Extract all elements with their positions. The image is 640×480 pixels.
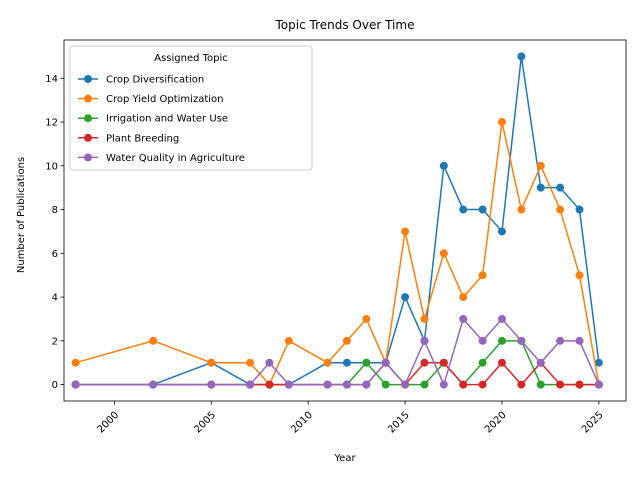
legend-title: Assigned Topic <box>154 53 228 64</box>
data-point-crop-yield-optimization <box>284 336 293 345</box>
y-tick-label: 0 <box>52 380 58 391</box>
data-point-plant-breeding <box>265 380 274 389</box>
data-point-water-quality-in-agriculture <box>246 380 255 389</box>
data-point-crop-yield-optimization <box>478 271 487 280</box>
data-point-crop-diversification <box>594 358 603 367</box>
y-tick-label: 6 <box>52 249 58 260</box>
data-point-water-quality-in-agriculture <box>478 336 487 345</box>
legend-label-irrigation-and-water-use: Irrigation and Water Use <box>106 114 228 125</box>
data-point-crop-yield-optimization <box>362 314 371 323</box>
data-point-irrigation-and-water-use <box>362 358 371 367</box>
legend-label-plant-breeding: Plant Breeding <box>106 133 179 144</box>
x-axis-title: Year <box>333 453 356 464</box>
data-point-crop-yield-optimization <box>207 358 216 367</box>
data-point-crop-yield-optimization <box>342 336 351 345</box>
data-point-crop-diversification <box>439 161 448 170</box>
data-point-crop-yield-optimization <box>401 227 410 236</box>
data-point-crop-yield-optimization <box>556 205 565 214</box>
data-point-irrigation-and-water-use <box>497 336 506 345</box>
data-point-water-quality-in-agriculture <box>420 336 429 345</box>
legend-label-crop-yield-optimization: Crop Yield Optimization <box>106 94 223 105</box>
data-point-irrigation-and-water-use <box>420 380 429 389</box>
y-axis-title: Number of Publications <box>16 157 27 273</box>
data-point-plant-breeding <box>497 358 506 367</box>
data-point-plant-breeding <box>459 380 468 389</box>
data-point-crop-diversification <box>478 205 487 214</box>
data-point-water-quality-in-agriculture <box>207 380 216 389</box>
data-point-crop-yield-optimization <box>439 249 448 258</box>
legend-label-water-quality-in-agriculture: Water Quality in Agriculture <box>106 153 245 164</box>
data-point-crop-diversification <box>459 205 468 214</box>
data-point-irrigation-and-water-use <box>536 380 545 389</box>
data-point-crop-yield-optimization <box>459 293 468 302</box>
data-point-water-quality-in-agriculture <box>265 358 274 367</box>
legend-label-crop-diversification: Crop Diversification <box>106 75 204 86</box>
data-point-water-quality-in-agriculture <box>556 336 565 345</box>
legend-box <box>69 45 313 171</box>
data-point-crop-yield-optimization <box>497 118 506 127</box>
data-point-crop-yield-optimization <box>517 205 526 214</box>
y-tick-label: 10 <box>45 161 58 172</box>
data-point-water-quality-in-agriculture <box>536 358 545 367</box>
data-point-plant-breeding <box>575 380 584 389</box>
data-point-crop-yield-optimization <box>420 314 429 323</box>
data-point-crop-diversification <box>575 205 584 214</box>
data-point-plant-breeding <box>420 358 429 367</box>
data-point-water-quality-in-agriculture <box>362 380 371 389</box>
legend-marker-crop-diversification <box>84 75 92 83</box>
legend: Assigned Topic Crop Diversification Crop Y… <box>69 45 313 171</box>
data-point-crop-yield-optimization <box>536 161 545 170</box>
legend-marker-water-quality-in-agriculture <box>84 153 92 162</box>
y-tick-label: 4 <box>52 293 58 304</box>
y-tick-label: 12 <box>45 118 58 129</box>
data-point-water-quality-in-agriculture <box>284 380 293 389</box>
legend-marker-crop-yield-optimization <box>84 94 92 103</box>
data-point-water-quality-in-agriculture <box>149 380 158 389</box>
y-tick-label: 14 <box>45 74 58 85</box>
data-point-crop-diversification <box>497 227 506 236</box>
data-point-crop-yield-optimization <box>575 271 584 280</box>
data-point-crop-diversification <box>342 358 351 367</box>
data-point-crop-diversification <box>536 183 545 192</box>
y-tick-label: 2 <box>52 336 58 347</box>
data-point-plant-breeding <box>517 380 526 389</box>
data-point-irrigation-and-water-use <box>381 380 390 389</box>
data-point-crop-yield-optimization <box>149 336 158 345</box>
data-point-water-quality-in-agriculture <box>497 314 506 323</box>
plot-area <box>71 52 603 389</box>
axes-frame <box>63 39 627 402</box>
y-tick-label: 8 <box>52 205 58 216</box>
legend-marker-plant-breeding <box>84 133 92 142</box>
data-point-water-quality-in-agriculture <box>71 380 80 389</box>
data-point-crop-diversification <box>517 52 526 61</box>
legend-marker-irrigation-and-water-use <box>84 114 92 123</box>
data-point-crop-yield-optimization <box>323 358 332 367</box>
data-point-irrigation-and-water-use <box>478 358 487 367</box>
data-point-water-quality-in-agriculture <box>575 336 584 345</box>
data-point-water-quality-in-agriculture <box>439 380 448 389</box>
data-point-water-quality-in-agriculture <box>594 380 603 389</box>
data-point-crop-yield-optimization <box>71 358 80 367</box>
data-point-crop-diversification <box>401 293 410 302</box>
data-point-crop-diversification <box>556 183 565 192</box>
data-point-plant-breeding <box>478 380 487 389</box>
chart-title: Topic Trends Over Time <box>275 18 415 32</box>
data-point-plant-breeding <box>439 358 448 367</box>
data-point-water-quality-in-agriculture <box>517 336 526 345</box>
data-point-water-quality-in-agriculture <box>323 380 332 389</box>
data-point-water-quality-in-agriculture <box>401 380 410 389</box>
data-point-water-quality-in-agriculture <box>459 314 468 323</box>
data-point-crop-yield-optimization <box>246 358 255 367</box>
data-point-water-quality-in-agriculture <box>342 380 351 389</box>
data-point-plant-breeding <box>556 380 565 389</box>
data-point-water-quality-in-agriculture <box>381 358 390 367</box>
